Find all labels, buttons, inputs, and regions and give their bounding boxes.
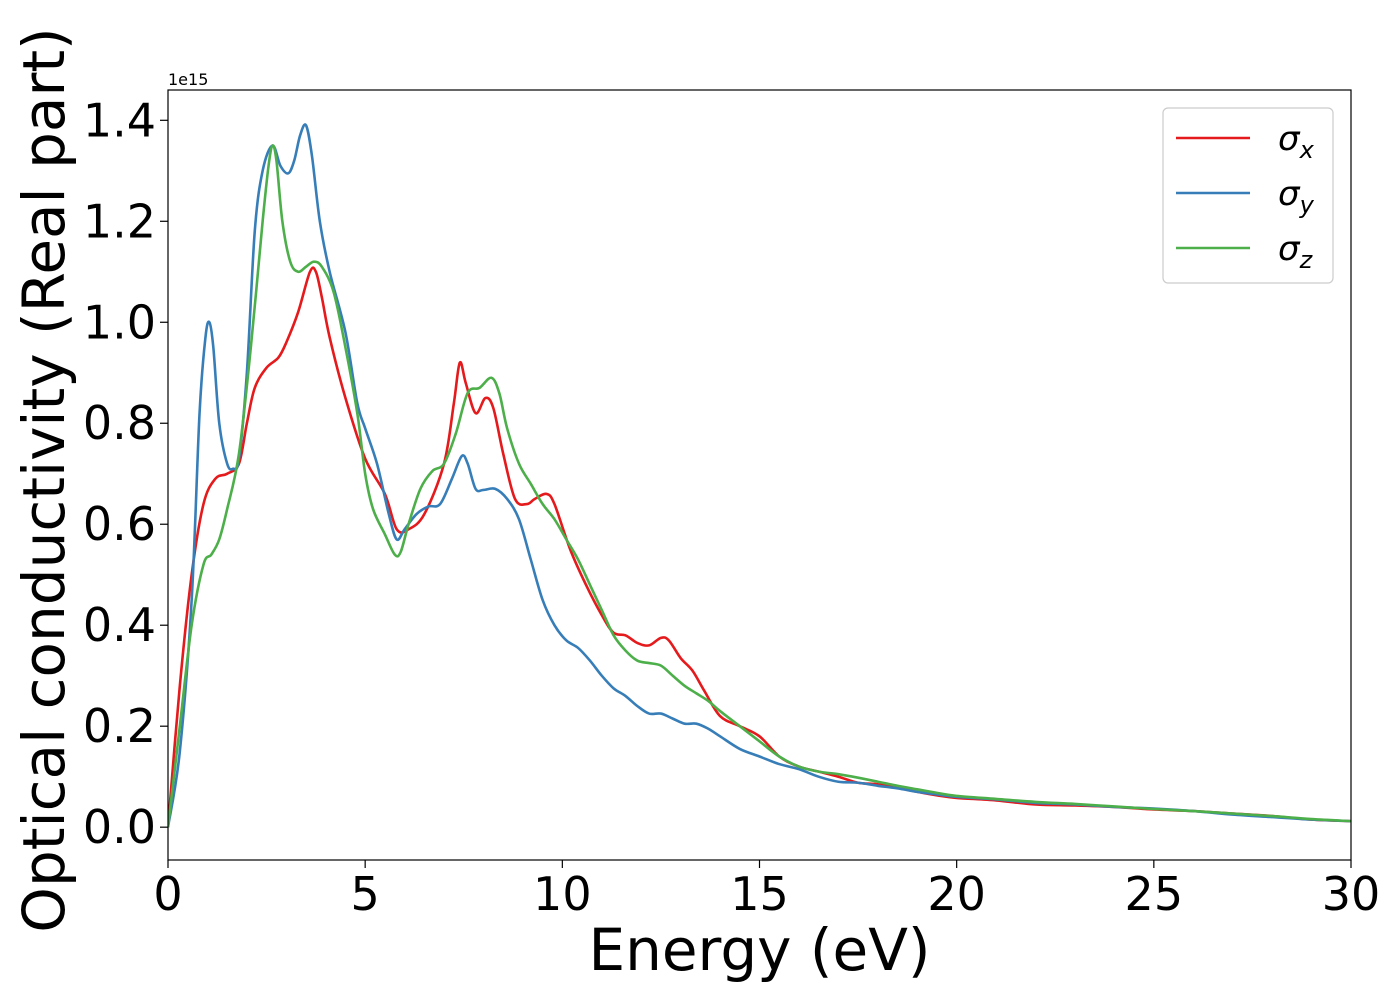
legend-label-x: σx xyxy=(1278,119,1315,164)
y-axis-title: Optical conductivity (Real part) xyxy=(10,27,78,932)
x-tick-label: 25 xyxy=(1125,867,1184,921)
y-axis-ticks: 0.0 0.2 0.4 0.6 0.8 1.0 1.2 1.4 xyxy=(83,93,168,854)
legend-label-y: σy xyxy=(1278,174,1315,219)
series-line-z xyxy=(168,144,1351,828)
legend-label-z: σz xyxy=(1278,229,1314,274)
y-tick-label: 0.2 xyxy=(83,699,156,753)
legend-box xyxy=(1162,107,1334,284)
y-tick-label: 1.4 xyxy=(83,93,156,147)
y-tick-label: 0.4 xyxy=(83,598,156,652)
series-line-y xyxy=(168,123,1351,828)
x-axis-ticks: 0 5 10 15 20 25 30 xyxy=(153,860,1380,921)
x-tick-label: 30 xyxy=(1322,867,1381,921)
y-tick-label: 0.8 xyxy=(83,396,156,450)
y-tick-label: 0.6 xyxy=(83,497,156,551)
y-tick-label: 1.2 xyxy=(83,194,156,248)
x-axis-title: Energy (eV) xyxy=(588,916,930,984)
legend: σx σy σz xyxy=(1162,107,1334,284)
x-tick-label: 0 xyxy=(153,867,182,921)
x-tick-label: 15 xyxy=(730,867,789,921)
x-tick-label: 20 xyxy=(927,867,986,921)
series-layer xyxy=(168,123,1351,828)
x-tick-label: 10 xyxy=(533,867,592,921)
y-tick-label: 1.0 xyxy=(83,295,156,349)
y-offset-text: 1e15 xyxy=(168,70,208,89)
x-tick-label: 5 xyxy=(351,867,380,921)
y-tick-label: 0.0 xyxy=(83,800,156,854)
